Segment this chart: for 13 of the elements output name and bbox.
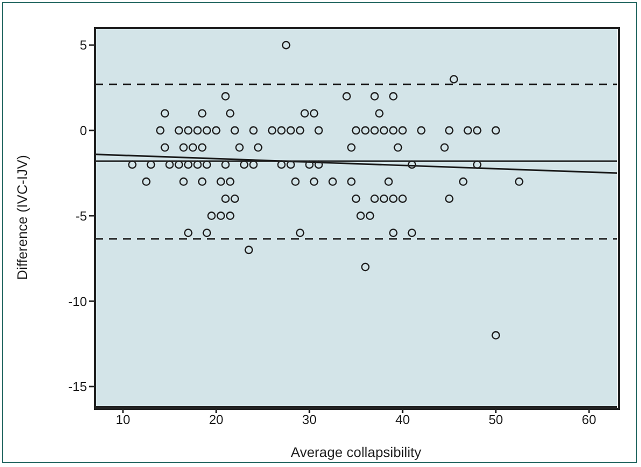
y-tick-label: -15 bbox=[68, 379, 87, 394]
y-tick-label: -5 bbox=[75, 208, 87, 224]
y-tick-label: -10 bbox=[68, 294, 87, 309]
x-tick-label: 50 bbox=[488, 412, 504, 428]
y-tick-label: 5 bbox=[80, 38, 87, 53]
x-axis-title: Average collapsibility bbox=[290, 444, 422, 460]
x-tick-label: 60 bbox=[582, 412, 596, 428]
x-tick-label: 10 bbox=[116, 412, 130, 428]
x-tick-label: 30 bbox=[302, 412, 317, 428]
y-tick-label: 0 bbox=[80, 123, 87, 138]
x-tick-label: 20 bbox=[208, 412, 224, 428]
y-axis-title: Difference (IVC-IJV) bbox=[14, 155, 30, 280]
x-tick-label: 40 bbox=[395, 412, 410, 428]
